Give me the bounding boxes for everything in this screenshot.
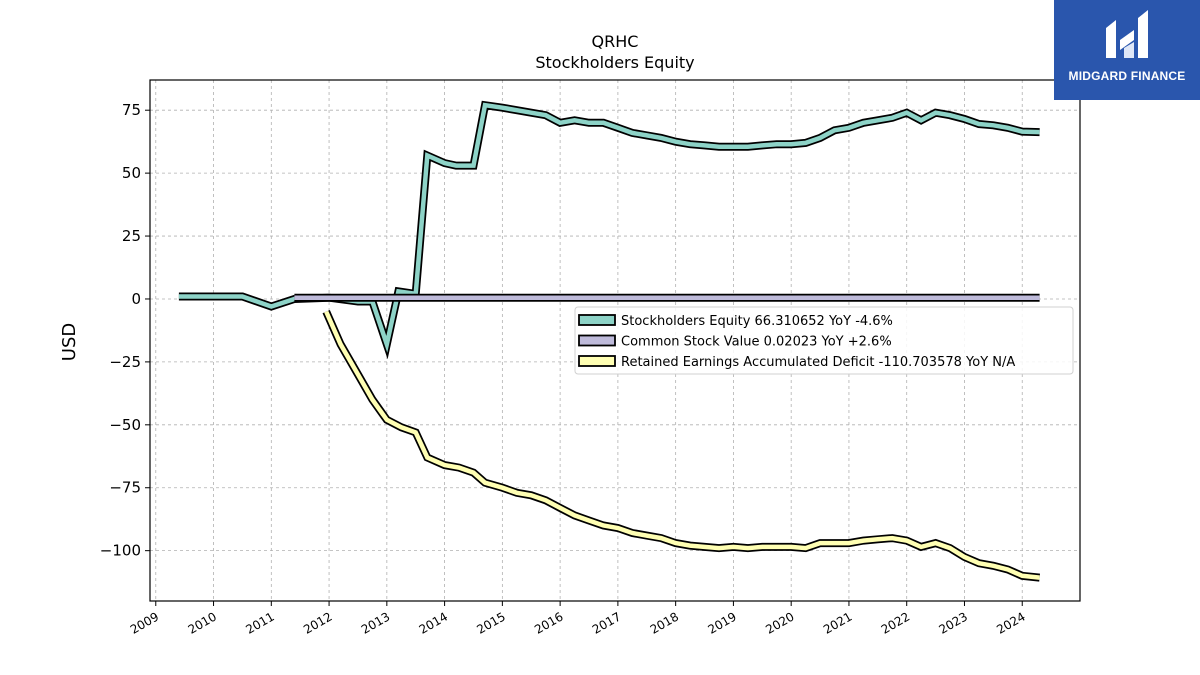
legend-label: Retained Earnings Accumulated Deficit -1…	[621, 355, 1015, 370]
x-tick-label: 2010	[186, 609, 219, 636]
legend-box	[574, 306, 1074, 375]
x-tick-label: 2015	[474, 609, 507, 636]
y-tick-label: 0	[131, 290, 141, 308]
logo-text: MIDGARD FINANCE	[1068, 69, 1186, 83]
legend: Stockholders Equity 66.310652 YoY -4.6% C…	[574, 306, 1074, 375]
y-tick-label: −75	[109, 479, 141, 497]
chart-title: QRHC	[592, 32, 639, 51]
x-axis: 2009 2010 2011 2012 2013 2014 2015 2016 2017 2018…	[128, 601, 1028, 637]
x-tick-label: 2014	[417, 609, 450, 636]
x-tick-label: 2019	[705, 609, 738, 636]
x-tick-label: 2011	[243, 609, 276, 636]
series-line-retained-earnings-accumulated-deficit	[324, 310, 1040, 580]
y-axis: 75 50 25 0 −25 −50 −75 −100	[100, 101, 150, 560]
series-layer	[178, 100, 1041, 582]
x-tick-label: 2018	[648, 609, 681, 636]
legend-swatch	[578, 314, 616, 326]
legend-label: Common Stock Value 0.02023 YoY +2.6%	[621, 335, 892, 350]
x-tick-label: 2023	[937, 609, 970, 636]
legend-swatch	[578, 355, 616, 367]
chart-subtitle: Stockholders Equity	[535, 53, 694, 72]
y-tick-label: 50	[122, 164, 141, 182]
y-tick-label: −25	[109, 353, 141, 371]
series-line-stockholders-equity	[178, 102, 1040, 353]
logo-mark-icon	[1106, 10, 1148, 58]
x-tick-label: 2012	[301, 609, 334, 636]
x-tick-label: 2020	[763, 609, 796, 636]
y-tick-label: −100	[100, 542, 141, 560]
y-tick-label: −50	[109, 416, 141, 434]
x-tick-label: 2009	[128, 609, 161, 636]
x-tick-label: 2021	[821, 609, 854, 636]
midgard-finance-logo: MIDGARD FINANCE	[1054, 0, 1200, 100]
plot-frame	[149, 79, 1081, 602]
x-tick-label: 2016	[532, 609, 565, 636]
y-tick-label: 25	[122, 227, 141, 245]
legend-swatch	[578, 334, 616, 347]
x-tick-label: 2024	[994, 609, 1027, 636]
x-tick-label: 2017	[590, 609, 623, 636]
y-tick-label: 75	[122, 101, 141, 119]
legend-label: Stockholders Equity 66.310652 YoY -4.6%	[621, 314, 893, 329]
x-tick-label: 2022	[879, 609, 912, 636]
x-tick-label: 2013	[359, 609, 392, 636]
y-axis-label: USD	[59, 323, 80, 361]
